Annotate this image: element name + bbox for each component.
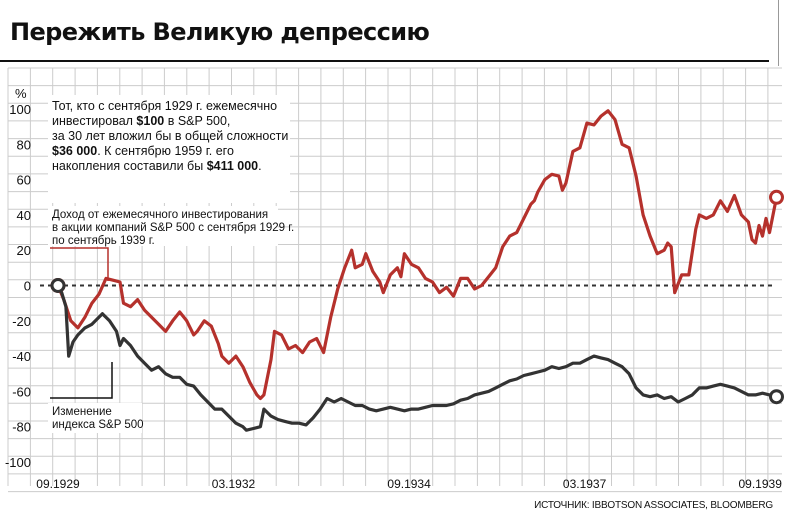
annotation-line-1: Тот, кто с сентября 1929 г. ежемесячно xyxy=(52,99,277,113)
x-tick-label: 09.1939 xyxy=(739,477,783,491)
series-line-investment xyxy=(56,109,779,401)
y-tick-label: 100 xyxy=(9,102,31,117)
annotation-panel xyxy=(48,95,290,203)
callout-black-line-1: Изменение xyxy=(52,406,112,418)
y-tick-label: 60 xyxy=(17,173,31,188)
title-rule xyxy=(0,60,769,62)
y-tick-label: 80 xyxy=(17,137,31,152)
series-line-sp500 xyxy=(56,284,777,432)
annotation-line-5: накопления составили бы $411 000. xyxy=(52,159,262,173)
y-axis-unit: % xyxy=(15,86,27,101)
series-start-marker xyxy=(50,278,66,293)
callout-red-line-1: Доход от ежемесячного инвестирования xyxy=(52,209,268,221)
y-tick-label: 20 xyxy=(17,243,31,258)
x-tick-label: 03.1937 xyxy=(563,477,607,491)
source-note: ИСТОЧНИК: IBBOTSON ASSOCIATES, BLOOMBERG xyxy=(534,500,773,511)
y-tick-label: -20 xyxy=(12,314,31,329)
annotation-line-4: $36 000. К сентябрю 1959 г. его xyxy=(52,144,234,158)
series-endpoints xyxy=(50,189,784,405)
annotation-line-3: за 30 лет вложил бы в общей сложности xyxy=(52,129,288,143)
callout-red-line-2: в акции компаний S&P 500 с сентября 1929… xyxy=(52,222,294,234)
x-tick-label: 09.1929 xyxy=(36,477,80,491)
y-tick-label: -40 xyxy=(12,349,31,364)
series-end-marker xyxy=(769,389,784,405)
y-axis-ticks: 100 80 60 40 20 0 -20 -40 -60 -80 -100 xyxy=(5,102,31,470)
callout-black-leader xyxy=(50,362,113,399)
x-tick-label: 09.1934 xyxy=(387,477,431,491)
x-tick-label: 03.1932 xyxy=(212,477,256,491)
x-axis-ticks: 09.1929 03.1932 09.1934 03.1937 09.1939 xyxy=(36,477,782,491)
callout-black-panel xyxy=(48,403,142,433)
callout-red-panel xyxy=(48,206,278,246)
y-tick-label: -60 xyxy=(12,384,31,399)
y-tick-label: -80 xyxy=(12,420,31,435)
callout-black-line-2: индекса S&P 500 xyxy=(52,419,144,431)
y-tick-label: -100 xyxy=(5,455,31,470)
y-tick-label: 0 xyxy=(24,279,31,294)
y-tick-label: 40 xyxy=(17,208,31,223)
callout-red-line-3: по сентябрь 1939 г. xyxy=(52,235,155,247)
line-chart: 100 80 60 40 20 0 -20 -40 -60 -80 -100 % 09.1929 03… xyxy=(5,67,784,511)
callout-red-leader xyxy=(50,247,109,281)
series-end-marker xyxy=(769,189,784,205)
annotation-line-2: инвестировал $100 в S&P 500, xyxy=(52,114,230,128)
chart-title: Пережить Великую депрессию xyxy=(10,18,430,46)
side-rule xyxy=(778,0,779,66)
